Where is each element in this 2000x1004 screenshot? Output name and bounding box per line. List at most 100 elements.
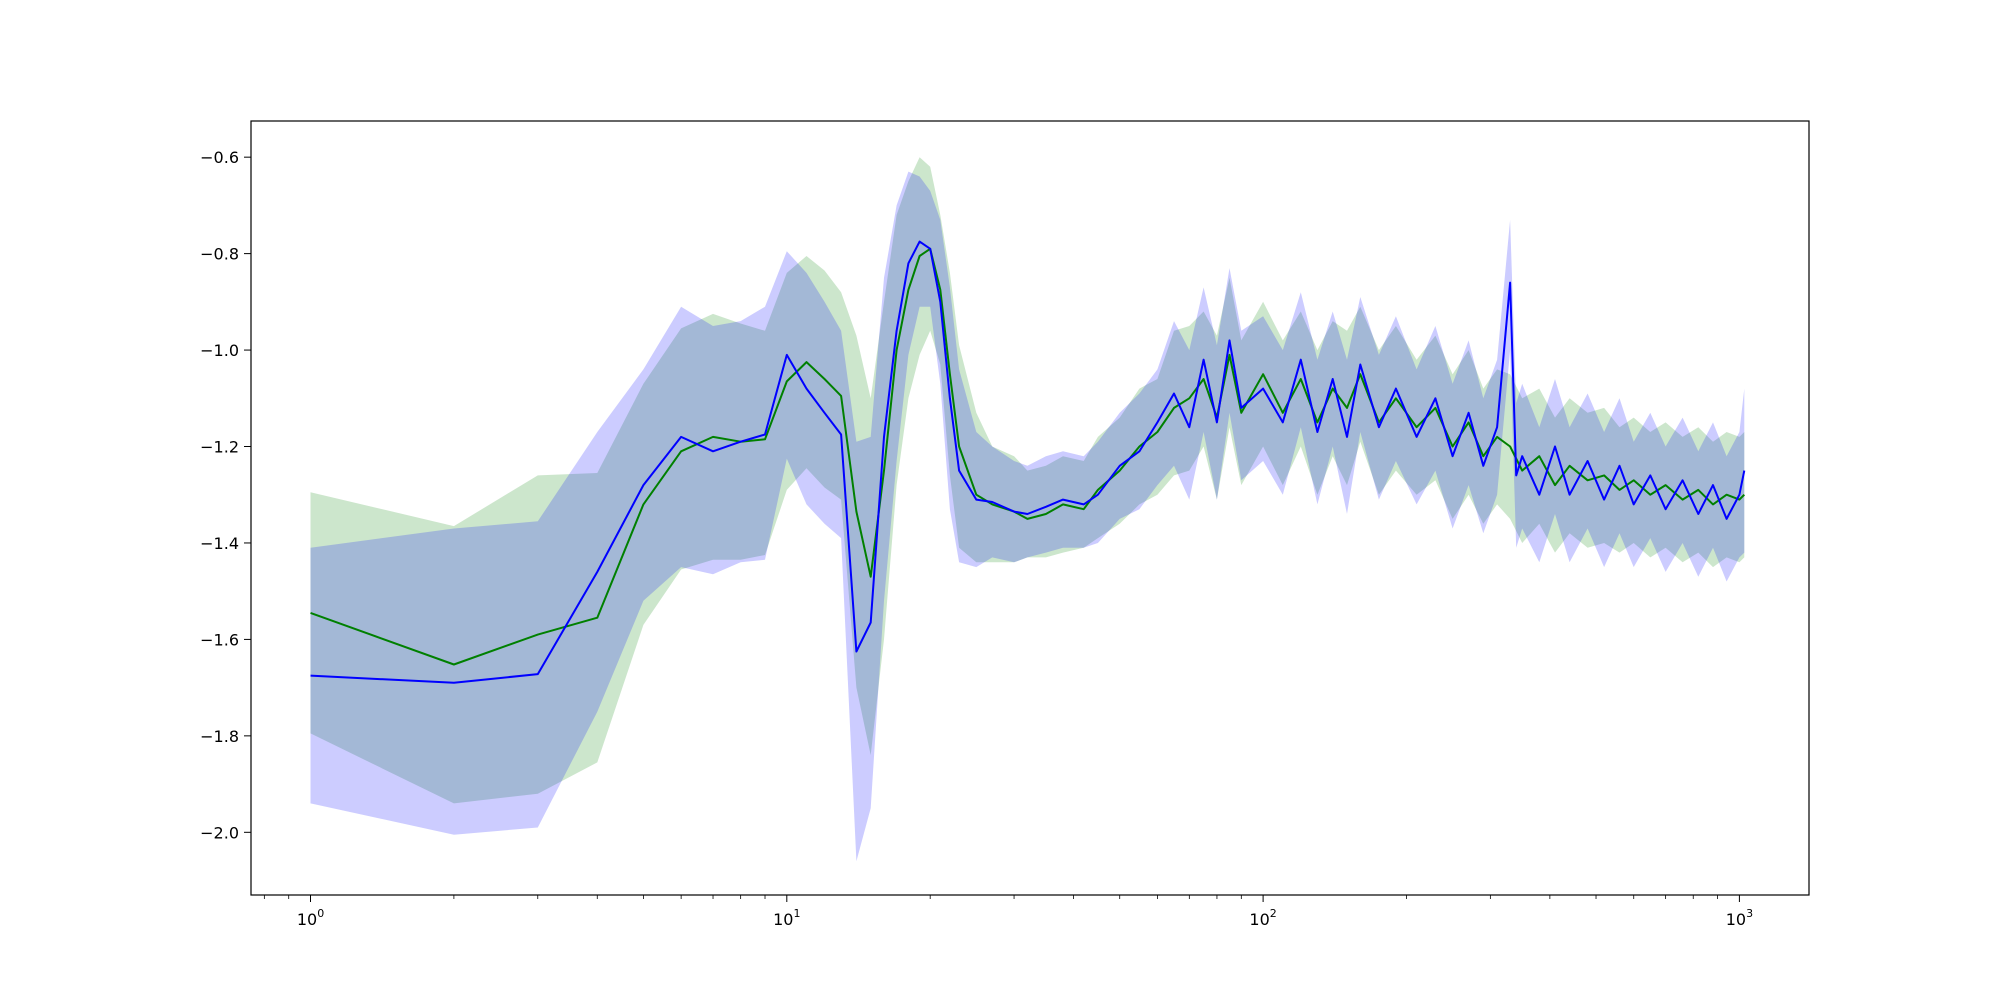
series-1-point-2 (453, 664, 454, 665)
series-2-point-10 (786, 354, 787, 355)
series-1-point-33 (1139, 446, 1140, 447)
y-tick-label: −0.6 (200, 148, 239, 167)
series-2-point-12 (824, 412, 825, 413)
series-2-point-69 (1698, 513, 1699, 514)
x-axis: 100 101 102 103 (263, 895, 1753, 929)
series-2-point-20 (930, 248, 931, 249)
series-1-point-47 (1360, 374, 1361, 375)
series-1-point-52 (1452, 446, 1453, 447)
series-2-point-38 (1216, 422, 1217, 423)
series-2-point-4 (597, 571, 598, 572)
series-1-point-57 (1522, 470, 1523, 471)
series-2-point-22 (949, 398, 950, 399)
series-1-point-5 (643, 504, 644, 505)
series-1-point-61 (1587, 480, 1588, 481)
series-1-point-40 (1241, 412, 1242, 413)
series-2-point-47 (1360, 364, 1361, 365)
series-1-point-45 (1332, 388, 1333, 389)
plot-frame (250, 120, 1810, 896)
confidence-bands (310, 157, 1745, 862)
series-2-point-67 (1665, 509, 1666, 510)
series-1-point-18 (908, 289, 909, 290)
series-2-point-42 (1282, 422, 1283, 423)
series-1-point-71 (1739, 499, 1740, 500)
y-tick-label: −1.6 (200, 630, 239, 649)
series-2-point-73 (1744, 470, 1745, 471)
series-1-point-59 (1554, 485, 1555, 486)
series-2-point-66 (1650, 475, 1651, 476)
series-1-point-17 (896, 350, 897, 351)
series-2-point-58 (1522, 456, 1523, 457)
series-2-point-56 (1510, 282, 1511, 283)
series-1-point-53 (1468, 422, 1469, 423)
series-1-point-67 (1682, 499, 1683, 500)
y-tick-label: −1.8 (200, 727, 239, 746)
series-1-point-34 (1157, 431, 1158, 432)
series-1-point-39 (1229, 354, 1230, 355)
series-1-point-14 (856, 511, 857, 512)
series-2-point-52 (1452, 456, 1453, 457)
series-1-point-25 (992, 504, 993, 505)
series-2-point-15 (870, 622, 871, 623)
series-2-point-57 (1516, 475, 1517, 476)
series-2-point-62 (1587, 460, 1588, 461)
series-2-point-64 (1619, 465, 1620, 466)
series-2-point-34 (1157, 422, 1158, 423)
series-line-2 (310, 240, 1746, 684)
series-1-point-64 (1633, 480, 1634, 481)
series-2-point-13 (841, 434, 842, 435)
series-1-point-15 (870, 576, 871, 577)
series-2-point-68 (1682, 480, 1683, 481)
series-1-point-43 (1300, 378, 1301, 379)
series-2-point-2 (453, 682, 454, 683)
series-2-point-70 (1712, 485, 1713, 486)
series-1-point-60 (1569, 465, 1570, 466)
series-1-point-1 (310, 612, 311, 613)
plot-background (251, 121, 1809, 895)
x-tick-label: 100 (297, 907, 324, 929)
series-1-point-46 (1346, 407, 1347, 408)
series-1-point-24 (976, 494, 977, 495)
series-1-point-22 (949, 374, 950, 375)
series-1-point-58 (1539, 456, 1540, 457)
series-2-point-40 (1241, 407, 1242, 408)
series-2-point-59 (1539, 494, 1540, 495)
series-1-point-7 (712, 436, 713, 437)
series-1-point-51 (1435, 407, 1436, 408)
series-2-point-53 (1468, 412, 1469, 413)
series-2-point-65 (1633, 504, 1634, 505)
series-2-point-50 (1416, 436, 1417, 437)
series-1-point-69 (1712, 504, 1713, 505)
series-2-point-1 (310, 675, 311, 676)
series-1-point-9 (764, 439, 765, 440)
series-1-point-41 (1263, 374, 1264, 375)
series-2-point-41 (1263, 388, 1264, 389)
series-1-point-70 (1726, 494, 1727, 495)
series-1-point-19 (919, 255, 920, 256)
series-1-point-56 (1510, 446, 1511, 447)
series-2-point-36 (1189, 427, 1190, 428)
x-tick-label: 103 (1726, 907, 1753, 929)
series-2-point-71 (1726, 518, 1727, 519)
series-2-point-48 (1378, 427, 1379, 428)
series-2-point-19 (919, 241, 920, 242)
series-2-point-46 (1346, 436, 1347, 437)
series-1-point-10 (786, 381, 787, 382)
series-2-point-28 (1045, 506, 1046, 507)
series-2-point-24 (976, 499, 977, 500)
series-2-point-30 (1083, 504, 1084, 505)
series-2-point-29 (1062, 499, 1063, 500)
series-2-point-61 (1569, 494, 1570, 495)
series-2-point-55 (1497, 427, 1498, 428)
series-1-point-68 (1698, 489, 1699, 490)
series-2-point-54 (1483, 465, 1484, 466)
series-2-point-49 (1395, 388, 1396, 389)
series-2-point-25 (992, 501, 993, 502)
series-lines (310, 240, 1746, 684)
series-1-point-65 (1650, 494, 1651, 495)
x-tick-label: 102 (1249, 907, 1276, 929)
series-1-point-31 (1097, 489, 1098, 490)
series-1-point-16 (883, 470, 884, 471)
